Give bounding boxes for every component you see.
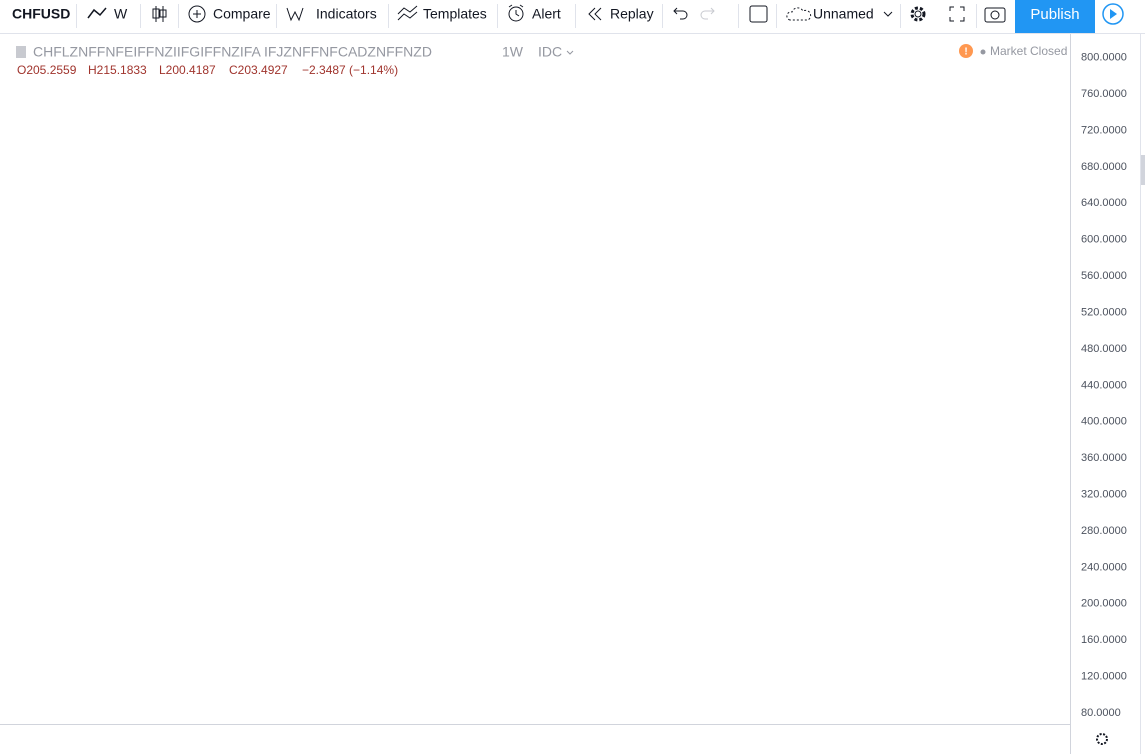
y-tick-label: 120.0000 (1081, 671, 1127, 683)
legend-change: −2.3487 (−1.14%) (302, 63, 398, 77)
compare-button[interactable]: Compare (213, 6, 271, 22)
replay-play-button[interactable] (1102, 3, 1124, 25)
legend-open: O205.2559 (17, 63, 77, 77)
layout-button[interactable] (749, 5, 768, 23)
y-tick-label: 560.0000 (1081, 270, 1127, 282)
cloud-icon (786, 7, 812, 21)
y-tick-label: 720.0000 (1081, 124, 1127, 136)
settings-button[interactable] (910, 6, 926, 22)
toolbar (0, 0, 1145, 33)
snapshot-icon-lens (990, 10, 1000, 20)
layout-dropdown[interactable] (883, 11, 893, 17)
chart-title: CHFLZNFFNFEIFFNZIIFGIFFNZIFA IFJZNFFNFCA… (33, 44, 432, 60)
y-tick-label: 160.0000 (1081, 634, 1127, 646)
y-tick-label: 760.0000 (1081, 88, 1127, 100)
y-tick-label: 680.0000 (1081, 161, 1127, 173)
snapshot-button[interactable] (984, 7, 1006, 23)
legend-close: C203.4927 (229, 63, 288, 77)
layout-name[interactable]: Unnamed (813, 6, 874, 22)
y-tick-label: 200.0000 (1081, 598, 1127, 610)
interval-button[interactable]: W (114, 6, 128, 22)
legend-high: H215.1833 (88, 63, 147, 77)
status-icon-mark: ! (964, 47, 967, 58)
y-tick-label: 640.0000 (1081, 197, 1127, 209)
compare-icon (188, 5, 206, 23)
market-status: Market Closed (990, 44, 1067, 58)
y-tick-label: 80.0000 (1081, 707, 1121, 719)
compare-icon-plus (193, 10, 201, 18)
y-tick-label: 800.0000 (1081, 52, 1127, 64)
status-dot (980, 49, 986, 55)
alert-icon (508, 6, 524, 22)
replay-button[interactable]: Replay (610, 6, 654, 22)
templates-button[interactable]: Templates (423, 6, 487, 22)
settings-icon-center (914, 10, 922, 18)
symbol-search[interactable]: CHFUSD (12, 6, 70, 22)
axis-settings-button[interactable] (1096, 733, 1108, 745)
y-tick-label: 280.0000 (1081, 525, 1127, 537)
publish-button[interactable] (1015, 0, 1095, 33)
templates-icon (397, 5, 418, 21)
y-tick-label: 320.0000 (1081, 489, 1127, 501)
status-icon[interactable] (959, 44, 973, 58)
indicators-button[interactable]: Indicators (316, 6, 377, 22)
chart-source: IDC (538, 44, 562, 60)
redo-button[interactable] (700, 7, 715, 20)
source-dropdown[interactable] (566, 50, 574, 55)
play-icon (1110, 9, 1117, 19)
y-tick-label: 240.0000 (1081, 561, 1127, 573)
publish-label: Publish (1030, 6, 1079, 23)
chart-type-button[interactable] (152, 6, 167, 22)
alert-icon-hands (508, 4, 524, 17)
indicators-icon (286, 7, 304, 22)
y-tick-label: 600.0000 (1081, 234, 1127, 246)
replay-icon (588, 7, 602, 21)
y-tick-label: 440.0000 (1081, 379, 1127, 391)
y-tick-label: 520.0000 (1081, 306, 1127, 318)
legend-low: L200.4187 (159, 63, 216, 77)
side-handle[interactable] (1141, 155, 1145, 185)
y-tick-label: 400.0000 (1081, 416, 1127, 428)
fullscreen-button[interactable] (949, 6, 965, 22)
legend-flag (16, 46, 26, 58)
alert-button[interactable]: Alert (532, 6, 561, 22)
interval-icon (87, 7, 107, 19)
undo-button[interactable] (673, 7, 688, 20)
y-tick-label: 480.0000 (1081, 343, 1127, 355)
chart-interval: 1W (502, 44, 524, 60)
grid-layer: 80.0000 120.0000 160.0000 200.0000 240.0000 2… (1081, 52, 1127, 719)
y-tick-label: 360.0000 (1081, 452, 1127, 464)
